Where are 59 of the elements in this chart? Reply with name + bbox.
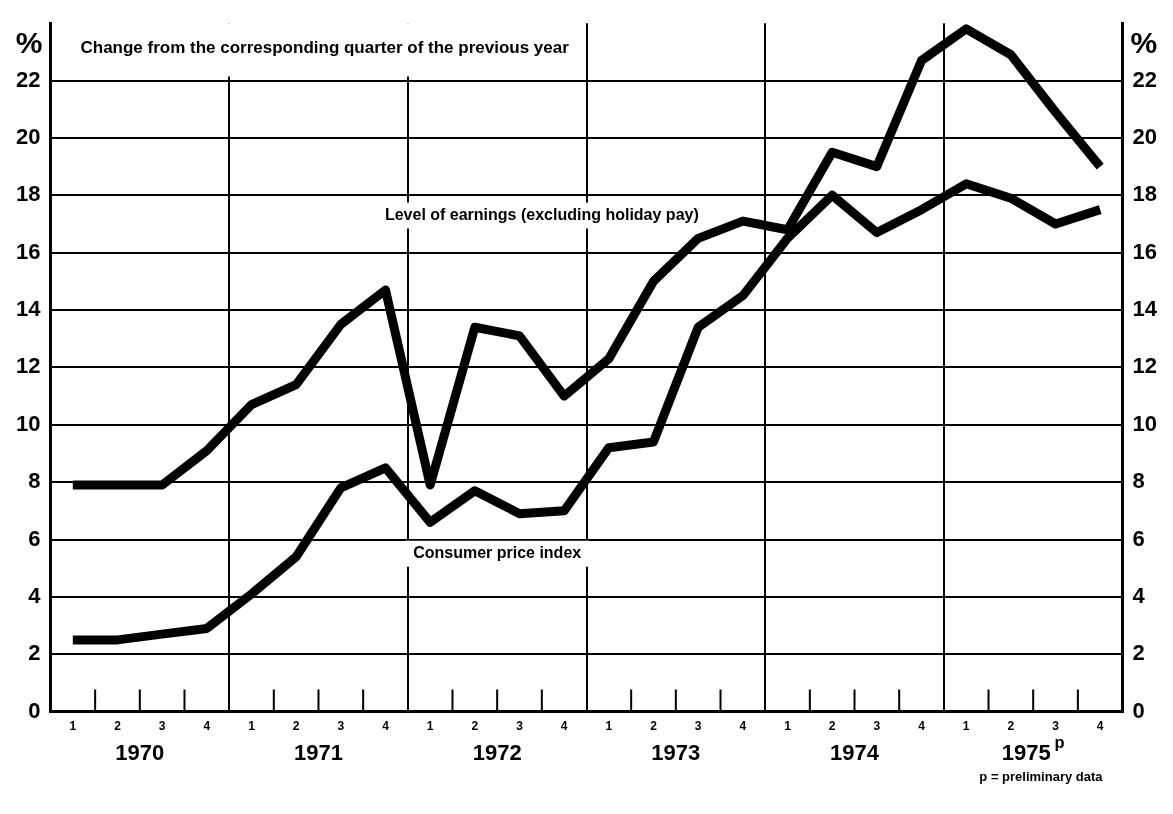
x-tick-label: 1 (426, 719, 434, 734)
y2-tick-label: 6 (1132, 525, 1145, 551)
x-tick-label: 4 (203, 719, 211, 734)
x-tick-label: 3 (873, 719, 881, 734)
x-tick-label: 3 (516, 719, 524, 734)
x-tick-label: 4 (1096, 719, 1104, 734)
x-tick-label: 1 (784, 719, 792, 734)
x-tick-label: 3 (337, 719, 345, 734)
series-label: Level of earnings (excluding holiday pay) (384, 205, 699, 223)
y-tick-label: 20 (15, 124, 41, 149)
text: Change from the corresponding quarter of the previous year (80, 37, 570, 57)
series-label: Consumer price index (413, 544, 582, 562)
y2-axis-title: % (1130, 26, 1158, 60)
x-tick-label: 3 (694, 719, 702, 734)
y2-tick-label: 8 (1132, 468, 1145, 494)
y2-tick-label: 2 (1132, 640, 1145, 666)
x-tick-label: 4 (560, 719, 568, 734)
x-tick-label: 1 (962, 719, 970, 734)
y2-tick-label: 14 (1132, 296, 1158, 322)
y-tick-label: 12 (15, 353, 41, 379)
y2-tick-label: 0 (1132, 697, 1145, 723)
text: 1970 (115, 739, 165, 765)
y-tick-label: 22 (15, 66, 41, 92)
x-tick-label: 3 (1052, 719, 1060, 734)
text: 1973 (651, 739, 701, 765)
text: p = preliminary data (979, 769, 1104, 785)
x-tick-label: 4 (739, 719, 747, 734)
y-tick-label: 8 (28, 468, 41, 494)
y-tick-label: 18 (15, 181, 41, 207)
text: 1971 (294, 739, 343, 765)
y2-tick-label: 22 (1132, 66, 1158, 92)
y2-tick-label: 18 (1132, 181, 1158, 207)
text: 1972 (472, 739, 522, 765)
text: 1974 (830, 739, 880, 765)
y2-tick-label: 12 (1132, 353, 1158, 379)
y-tick-label: 6 (28, 525, 41, 551)
x-tick-label: 2 (292, 719, 300, 734)
x-tick-label: 2 (114, 719, 122, 734)
y-axis-title: % (15, 26, 43, 60)
x-tick-label: 1 (69, 719, 77, 734)
x-tick-label: 2 (1007, 719, 1015, 734)
y2-tick-label: 16 (1132, 238, 1158, 264)
y-tick-label: 14 (15, 296, 42, 322)
y-tick-label: 10 (15, 410, 41, 436)
x-tick-label: 1 (605, 719, 613, 734)
y-tick-label: 0 (28, 697, 41, 723)
x-tick-label: 2 (471, 719, 479, 734)
y2-tick-label: 4 (1132, 582, 1146, 608)
x-tick-label: 2 (650, 719, 658, 734)
x-tick-label: 3 (158, 719, 166, 734)
y-tick-label: 16 (15, 238, 41, 264)
x-tick-label: 2 (828, 719, 836, 734)
y2-tick-label: 10 (1132, 410, 1158, 436)
x-tick-label: 1 (248, 719, 256, 734)
y2-tick-label: 20 (1132, 124, 1158, 149)
x-tick-label: 4 (382, 719, 390, 734)
x-tick-label: 4 (918, 719, 926, 734)
y-tick-label: 4 (28, 582, 42, 608)
y-tick-label: 2 (28, 640, 41, 666)
